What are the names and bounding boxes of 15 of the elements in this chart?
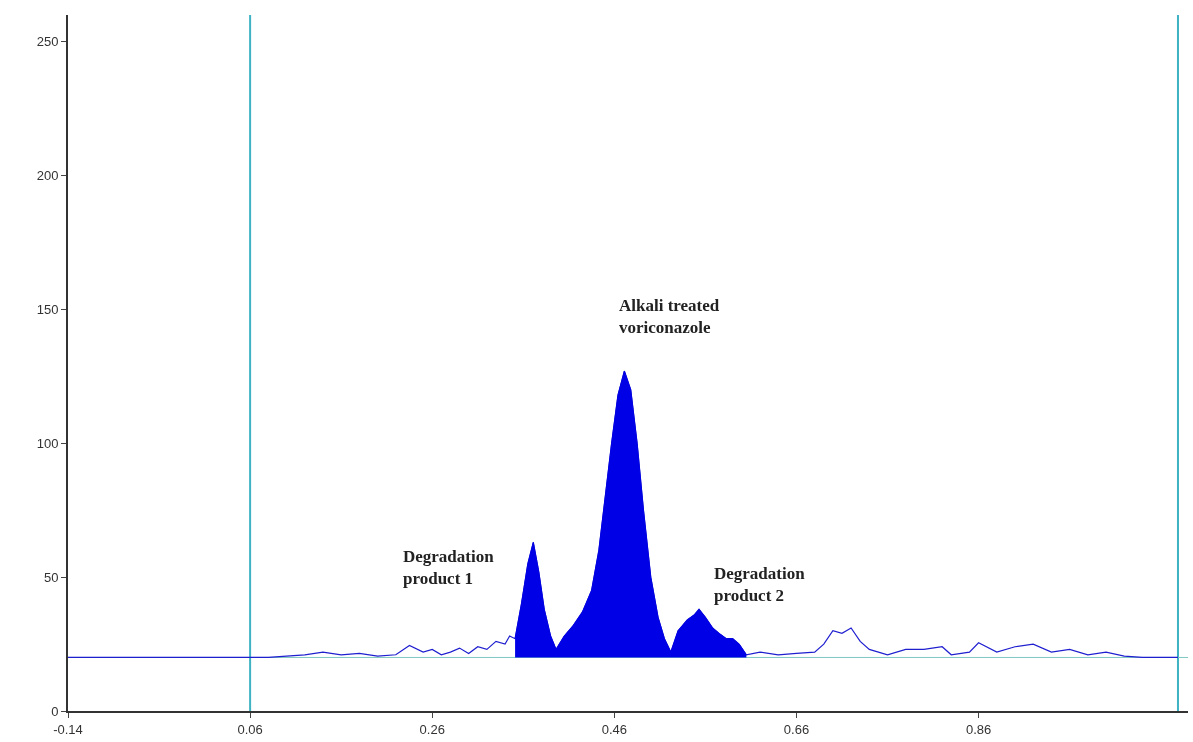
- y-tick-label: 250: [36, 34, 59, 50]
- x-tick-label: 0.66: [783, 721, 810, 737]
- x-tick-label: 0.86: [965, 721, 992, 737]
- y-tick-label: 150: [36, 302, 59, 318]
- annotation: Degradation product 2: [714, 564, 806, 606]
- x-tick-label: -0.14: [53, 721, 83, 737]
- y-tick-label: 0: [51, 703, 59, 719]
- x-tick-label: 0.26: [419, 721, 445, 737]
- x-tick-label: 0.06: [237, 721, 263, 737]
- y-tick-label: 50: [43, 569, 59, 585]
- annotation: Alkali treated voriconazole: [619, 296, 720, 338]
- y-tick-label: 200: [36, 168, 59, 184]
- y-tick-label: 100: [36, 435, 59, 451]
- annotation: Degradation product 1: [403, 547, 495, 589]
- x-tick-label: 0.46: [601, 721, 627, 737]
